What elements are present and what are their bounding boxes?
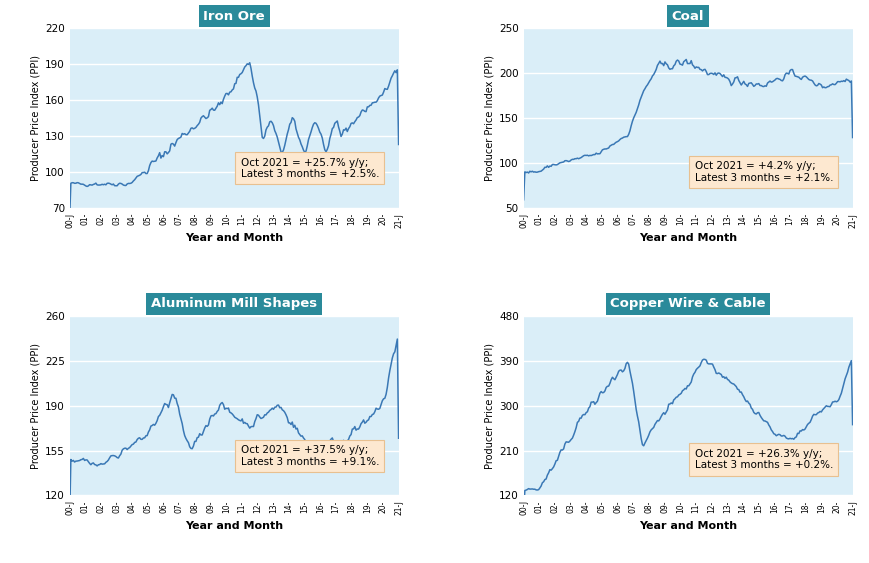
X-axis label: Year and Month: Year and Month [185,234,282,243]
X-axis label: Year and Month: Year and Month [639,234,736,243]
Text: Oct 2021 = +26.3% y/y;
Latest 3 months = +0.2%.: Oct 2021 = +26.3% y/y; Latest 3 months =… [693,449,833,470]
Title: Coal: Coal [671,10,704,23]
Y-axis label: Producer Price Index (PPI): Producer Price Index (PPI) [484,55,494,181]
Title: Aluminum Mill Shapes: Aluminum Mill Shapes [151,297,317,310]
Text: Oct 2021 = +37.5% y/y;
Latest 3 months = +9.1%.: Oct 2021 = +37.5% y/y; Latest 3 months =… [241,445,379,467]
Y-axis label: Producer Price Index (PPI): Producer Price Index (PPI) [30,55,41,181]
Title: Iron Ore: Iron Ore [203,10,264,23]
X-axis label: Year and Month: Year and Month [639,521,736,531]
Y-axis label: Producer Price Index (PPI): Producer Price Index (PPI) [30,342,41,468]
Title: Copper Wire & Cable: Copper Wire & Cable [610,297,765,310]
Text: Oct 2021 = +25.7% y/y;
Latest 3 months = +2.5%.: Oct 2021 = +25.7% y/y; Latest 3 months =… [241,158,379,179]
Text: Oct 2021 = +4.2% y/y;
Latest 3 months = +2.1%.: Oct 2021 = +4.2% y/y; Latest 3 months = … [693,161,833,183]
Y-axis label: Producer Price Index (PPI): Producer Price Index (PPI) [484,342,494,468]
X-axis label: Year and Month: Year and Month [185,521,282,531]
